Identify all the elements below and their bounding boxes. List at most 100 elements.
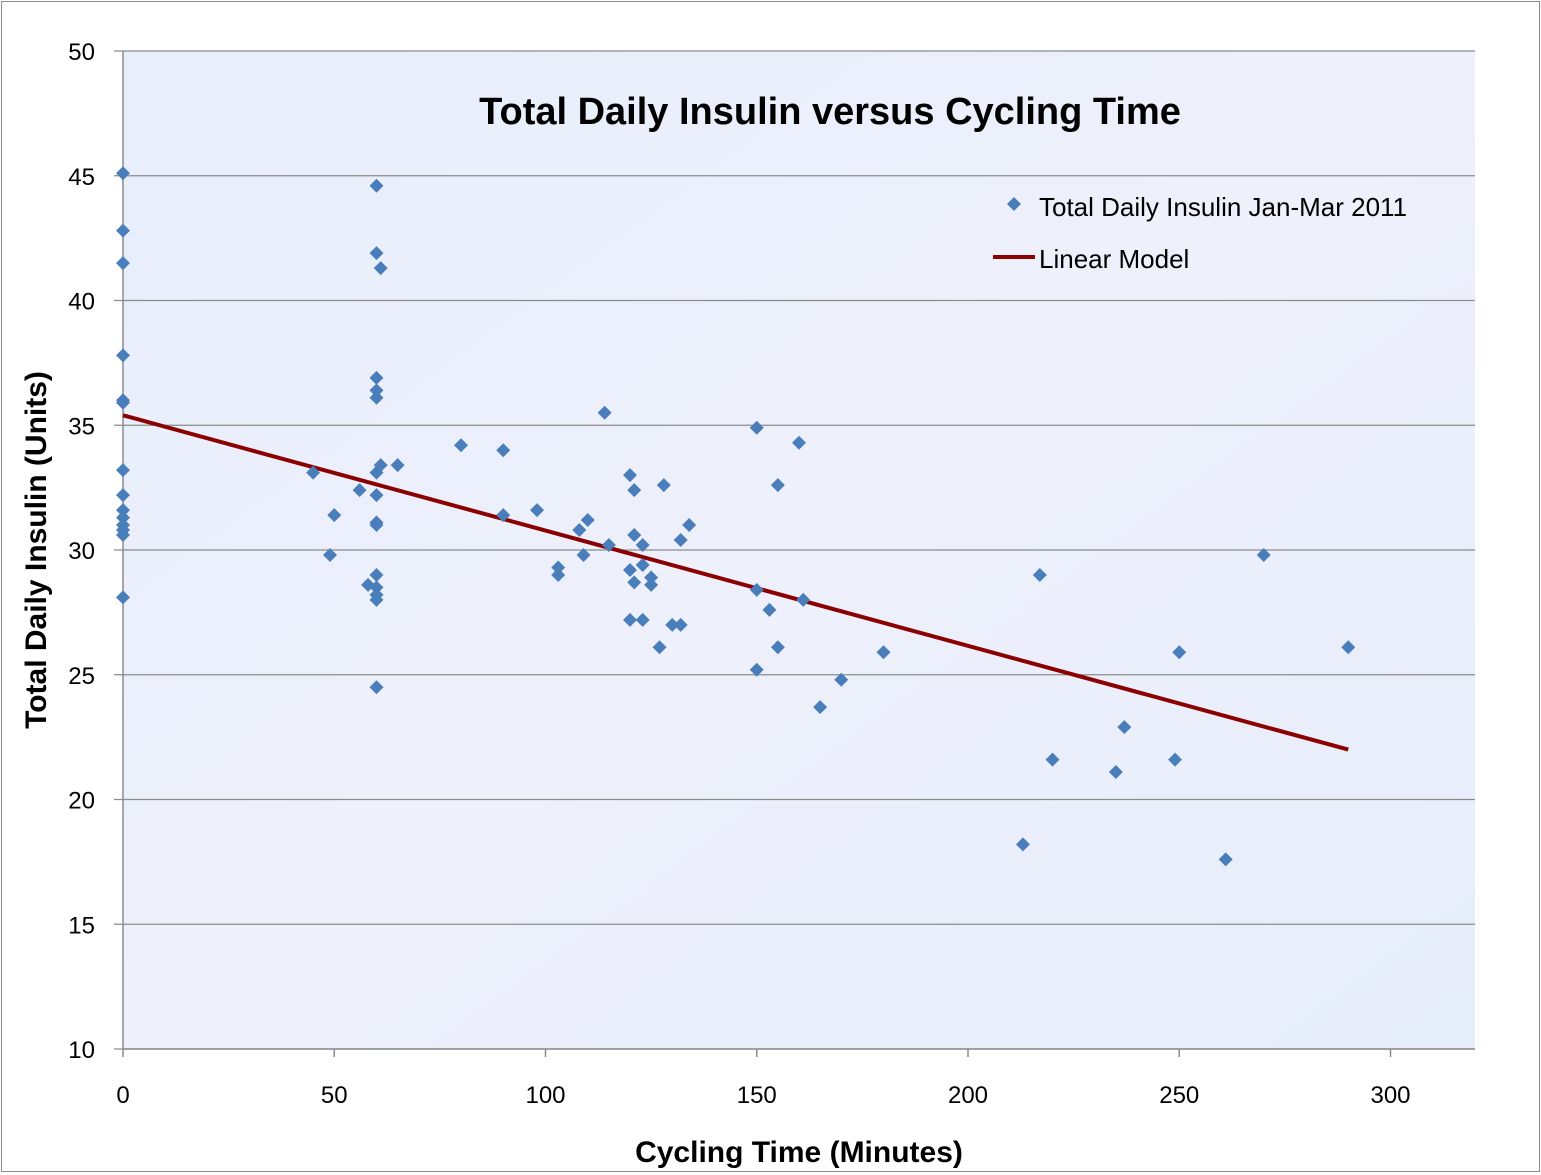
y-tick-label: 50 [68,39,95,66]
data-point [373,261,388,276]
x-tick-label: 200 [948,1082,988,1109]
data-point [644,577,659,592]
data-point [530,503,545,518]
data-point [369,178,384,193]
data-point [306,465,321,480]
legend-label-line: Linear Model [1039,244,1189,274]
data-point [116,256,130,271]
data-point [627,528,642,543]
data-point [792,435,806,450]
data-point [116,463,130,478]
data-point [576,547,591,562]
data-point [1045,752,1060,767]
x-tick-label: 150 [737,1082,777,1109]
data-point [1015,837,1030,852]
y-tick-label: 10 [68,1037,95,1064]
y-tick-label: 25 [68,663,95,690]
data-point [116,348,130,363]
data-point [116,590,130,605]
y-tick-label: 20 [68,788,95,815]
data-point [327,508,342,523]
data-point [369,465,384,480]
data-point [116,503,130,518]
x-tick-label: 100 [525,1082,565,1109]
data-point [116,395,130,410]
data-point [813,700,828,715]
x-axis-label: Cycling Time (Minutes) [635,1136,963,1169]
data-point [762,602,777,617]
linear-model-line [122,413,1349,752]
data-point [1256,547,1271,562]
data-point [369,246,384,261]
data-point [1218,852,1233,867]
y-tick-label: 15 [68,912,95,939]
y-tick-label: 45 [68,164,95,191]
data-point [623,562,637,577]
chart-title: Total Daily Insulin versus Cycling Time [479,91,1181,133]
data-point [682,518,697,533]
data-point [116,528,130,543]
data-point [749,582,764,597]
data-point [369,518,384,533]
data-point [496,443,511,458]
data-point [116,510,130,525]
data-point [635,557,650,572]
data-point [1168,752,1183,767]
data-point [673,617,688,632]
data-point [665,617,680,632]
data-point [627,483,642,498]
data-point [749,662,764,677]
x-tick-label: 0 [116,1082,129,1109]
data-point [580,513,595,528]
data-point [369,370,384,385]
data-point [496,508,511,523]
y-tick-label: 35 [68,413,95,440]
data-point [352,483,367,498]
data-point [627,575,642,590]
y-tick-label: 40 [68,289,95,316]
data-point [369,680,384,695]
x-tick-label: 50 [321,1082,348,1109]
data-point [770,640,785,655]
data-point [369,592,384,607]
data-point [1341,640,1356,655]
data-point [635,538,650,553]
data-point [656,478,671,493]
y-axis-label: Total Daily Insulin (Units) [20,371,53,729]
data-point [1172,645,1187,660]
legend-label-points: Total Daily Insulin Jan-Mar 2011 [1039,192,1407,222]
data-point [369,488,384,503]
data-point [673,533,688,548]
y-tick-label: 30 [68,538,95,565]
data-point [323,547,338,562]
x-tick-label: 250 [1159,1082,1199,1109]
data-point [116,488,130,503]
data-point [601,538,616,553]
data-point [635,612,650,627]
data-point [652,640,667,655]
data-point [834,672,849,687]
data-point [572,523,587,538]
data-point [116,166,130,181]
legend: Total Daily Insulin Jan-Mar 2011 Linear … [993,192,1407,274]
data-point [623,612,637,627]
data-point [551,560,566,575]
data-point [454,438,468,453]
data-point [116,223,130,238]
data-point [597,405,612,420]
data-point [1032,567,1047,582]
data-point [369,390,384,405]
data-point [770,478,785,493]
data-point [390,458,405,473]
data-point [644,570,659,585]
legend-marker-diamond [1007,197,1021,211]
data-point [369,567,384,582]
data-point [876,645,891,660]
data-point [1108,765,1123,780]
data-point [361,577,376,592]
data-point [796,592,811,607]
data-point [369,383,384,398]
data-point [1117,720,1132,735]
